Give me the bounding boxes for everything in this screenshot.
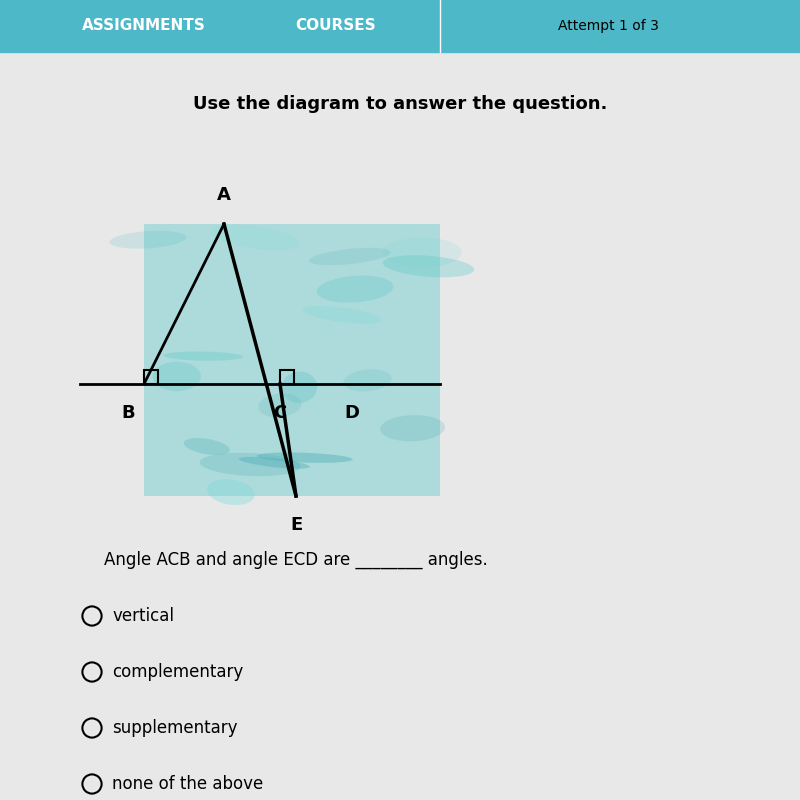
Ellipse shape <box>257 453 353 463</box>
Text: A: A <box>217 186 231 204</box>
Text: ASSIGNMENTS: ASSIGNMENTS <box>82 18 206 33</box>
Ellipse shape <box>184 438 230 455</box>
Ellipse shape <box>309 248 390 265</box>
Text: complementary: complementary <box>112 663 243 681</box>
Text: Angle ACB and angle ECD are ________ angles.: Angle ACB and angle ECD are ________ ang… <box>104 551 488 569</box>
Text: vertical: vertical <box>112 607 174 625</box>
Text: supplementary: supplementary <box>112 719 238 737</box>
Text: D: D <box>345 404 359 422</box>
Ellipse shape <box>382 255 474 278</box>
Text: B: B <box>121 404 135 422</box>
Ellipse shape <box>382 238 462 268</box>
Bar <box>0 0 800 52</box>
Ellipse shape <box>380 415 445 442</box>
Text: none of the above: none of the above <box>112 775 263 793</box>
Bar <box>144 370 158 384</box>
Ellipse shape <box>207 479 254 505</box>
Bar <box>280 370 294 384</box>
Ellipse shape <box>343 370 392 391</box>
Ellipse shape <box>317 275 394 302</box>
Ellipse shape <box>163 351 242 361</box>
Ellipse shape <box>210 225 300 250</box>
Ellipse shape <box>110 230 186 249</box>
Text: COURSES: COURSES <box>296 18 376 33</box>
Ellipse shape <box>200 453 301 476</box>
Ellipse shape <box>258 394 302 418</box>
Text: Attempt 1 of 3: Attempt 1 of 3 <box>558 18 658 33</box>
Text: Use the diagram to answer the question.: Use the diagram to answer the question. <box>193 95 607 113</box>
Text: C: C <box>274 404 286 422</box>
Ellipse shape <box>238 457 310 469</box>
Bar <box>144 224 440 496</box>
Text: E: E <box>290 516 302 534</box>
Ellipse shape <box>282 371 317 403</box>
Ellipse shape <box>153 362 201 391</box>
Ellipse shape <box>302 306 382 324</box>
